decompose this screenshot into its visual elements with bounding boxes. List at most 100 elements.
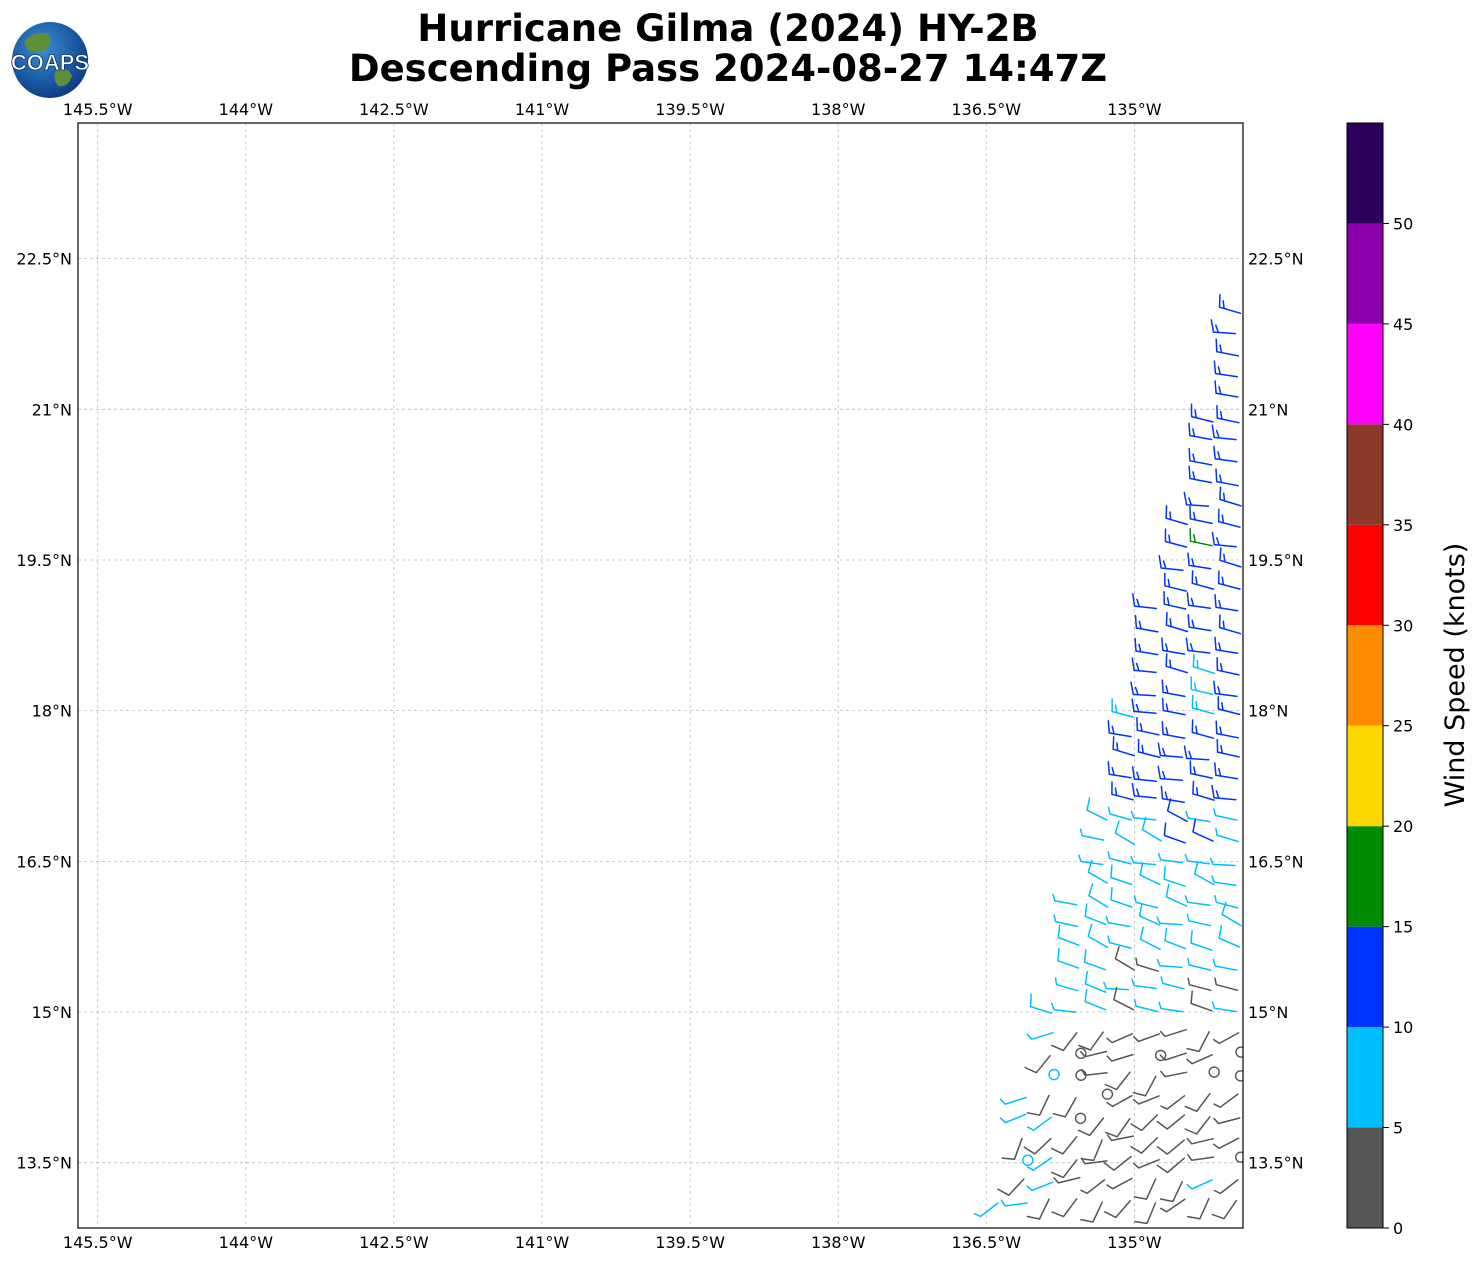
wind-barb (1103, 981, 1130, 991)
wind-barb (1165, 883, 1188, 907)
wind-barb (1211, 1199, 1238, 1220)
wind-barb (1053, 1176, 1081, 1184)
wind-barb (1163, 866, 1186, 887)
wind-barb (1184, 1092, 1211, 1113)
axis-ticks: 145.5°W 145.5°W 144°W 144°W 142.5°W 142.5°W 14… (16, 100, 1303, 1252)
gridlines (78, 123, 1243, 1228)
wind-barb (1107, 806, 1132, 821)
wind-barb (1163, 591, 1187, 610)
wind-barb (1139, 862, 1161, 886)
wind-barb (1164, 528, 1188, 548)
wind-barb (1156, 958, 1183, 969)
wind-barb (1218, 293, 1242, 315)
colorbar-tick-label: 0 (1393, 1219, 1403, 1238)
colorbar-segment (1347, 223, 1383, 324)
colorbar-segment (1347, 1127, 1383, 1228)
wind-barb (1134, 637, 1159, 656)
colorbar-tick-label: 10 (1393, 1018, 1413, 1037)
wind-barb (1057, 924, 1080, 946)
wind-barb (1133, 998, 1159, 1013)
wind-barb (1026, 1181, 1054, 1192)
wind-barb (1165, 611, 1189, 633)
wind-barb (1190, 403, 1214, 423)
calm-wind-marker (1101, 1088, 1114, 1100)
wind-barb (1086, 797, 1108, 821)
wind-barb (1212, 1032, 1240, 1045)
wind-barb (1190, 676, 1214, 696)
wind-barb (973, 1202, 999, 1218)
lat-tick-label-left: 18°N (32, 702, 72, 721)
wind-barb (1193, 861, 1215, 886)
wind-barb (1111, 698, 1135, 718)
wind-barb (1186, 1031, 1210, 1053)
wind-barb (1156, 1139, 1186, 1155)
wind-barb (1051, 1159, 1078, 1179)
wind-barb (1131, 978, 1157, 990)
colorbar-tick-label: 35 (1393, 516, 1413, 535)
wind-barb (1133, 895, 1159, 909)
wind-barb (1191, 719, 1215, 739)
wind-barb (1165, 505, 1188, 526)
lon-tick-label-bottom: 136.5°W (951, 1233, 1021, 1252)
lon-tick-label-bottom: 145.5°W (63, 1233, 133, 1252)
wind-barb (1159, 1028, 1187, 1038)
wind-barb (1133, 1178, 1157, 1200)
wind-barb (997, 1178, 1025, 1196)
wind-barb (1189, 760, 1213, 779)
lon-tick-label-top: 136.5°W (951, 100, 1021, 119)
lon-tick-label-top: 138°W (811, 100, 866, 119)
wind-barb (1187, 552, 1212, 570)
wind-barb (1158, 555, 1184, 572)
wind-barb (1165, 653, 1189, 674)
wind-barb (1080, 1139, 1103, 1162)
wind-barb (1184, 1115, 1211, 1135)
wind-barb (1134, 1202, 1157, 1225)
wind-barb (1187, 1153, 1215, 1161)
wind-barb (1215, 468, 1240, 487)
wind-barbs (973, 293, 1243, 1225)
wind-barb (1214, 894, 1239, 909)
wind-barb (1106, 1094, 1133, 1108)
wind-barb (1210, 319, 1237, 335)
wind-barb (1218, 614, 1242, 635)
wind-barb (1052, 1096, 1077, 1118)
wind-barb (1217, 508, 1241, 528)
wind-barb (1160, 1095, 1186, 1110)
wind-barb (1137, 738, 1161, 759)
wind-barb (1192, 653, 1216, 675)
wind-barb (1053, 914, 1078, 928)
lat-tick-label-right: 16.5°N (1248, 852, 1304, 871)
wind-barb (1164, 927, 1187, 950)
wind-barb (1211, 424, 1237, 441)
wind-barb (1079, 1050, 1108, 1058)
lon-tick-label-bottom: 144°W (219, 1233, 274, 1252)
wind-barb (1104, 1117, 1131, 1138)
wind-barb (1141, 816, 1162, 842)
wind-barb (1217, 570, 1241, 590)
wind-barb (1191, 694, 1215, 715)
calm-wind-marker (1075, 1069, 1087, 1081)
wind-barb (1209, 857, 1236, 867)
wind-barb (1130, 681, 1157, 697)
wind-barb (1084, 988, 1107, 1011)
wind-barb (1184, 895, 1211, 907)
wind-barb (1190, 990, 1213, 1012)
wind-barb (1160, 1070, 1188, 1078)
wind-barb (1213, 1117, 1241, 1125)
wind-barb (1104, 1071, 1131, 1091)
wind-barb (1212, 958, 1238, 971)
lat-tick-label-right: 15°N (1248, 1003, 1288, 1022)
wind-barb (1026, 1032, 1054, 1040)
lat-tick-label-left: 13.5°N (16, 1154, 72, 1173)
wind-barb (1216, 657, 1240, 676)
wind-barb (1188, 465, 1213, 484)
wind-barb (1087, 859, 1109, 884)
wind-barb (1105, 915, 1131, 928)
wind-barb (1138, 903, 1161, 926)
wind-barb (1214, 977, 1239, 992)
wind-barb (1161, 697, 1186, 716)
wind-barb (1087, 923, 1109, 949)
wind-barb (1219, 486, 1242, 507)
wind-barb (1110, 886, 1133, 908)
